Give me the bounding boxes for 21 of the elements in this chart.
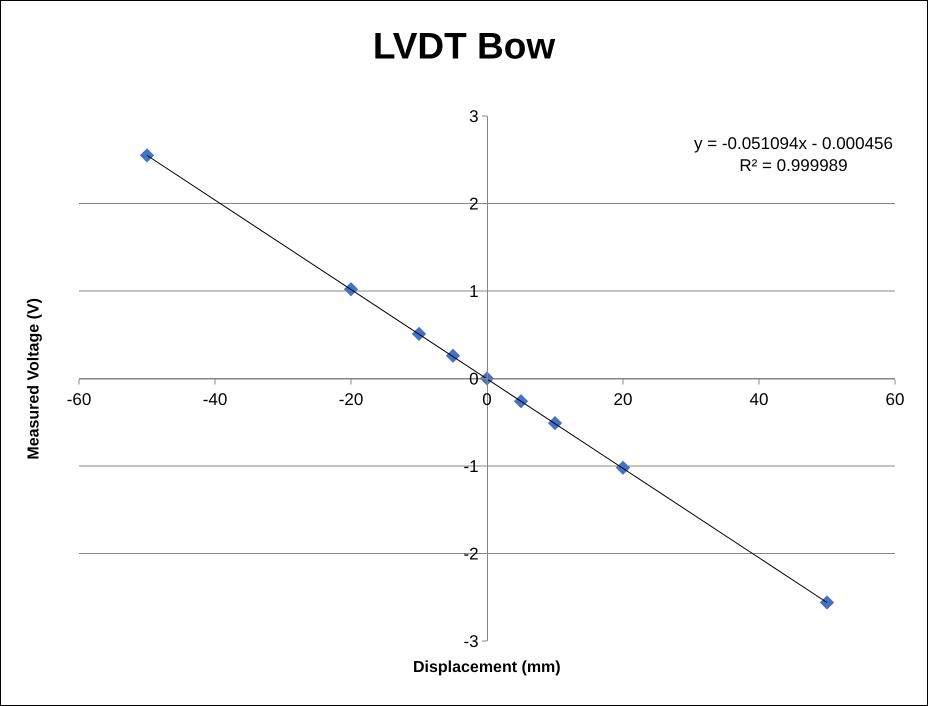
point — [412, 326, 426, 342]
x-tick-label: -60 — [66, 390, 92, 409]
x-axis-title: Displacement (mm) — [413, 659, 561, 676]
y-tick-label: -3 — [463, 632, 479, 651]
x-tick-label: -40 — [202, 390, 228, 409]
x-tick-label: 60 — [886, 390, 904, 409]
annotation: y = -0.051094x - 0.000456 R² = 0.999989 — [694, 134, 893, 176]
y-tick-label: 3 — [469, 106, 479, 126]
x-tick-label: 0 — [482, 390, 492, 409]
y-tick-label: 1 — [469, 282, 479, 301]
y-tick-label: 0 — [469, 369, 479, 388]
y-tick-label: -1 — [463, 456, 479, 476]
y-tick-label: -2 — [463, 544, 479, 564]
y-axis-title: Measured Voltage (V) — [26, 298, 43, 460]
chart-title: LVDT Bow — [372, 26, 556, 67]
x-tick-label: 20 — [614, 390, 632, 409]
point — [140, 148, 154, 163]
y-tick-label: 2 — [469, 194, 479, 214]
point — [820, 595, 834, 610]
x-tick-label: -20 — [338, 390, 364, 409]
x-tick-label: 40 — [750, 390, 768, 409]
